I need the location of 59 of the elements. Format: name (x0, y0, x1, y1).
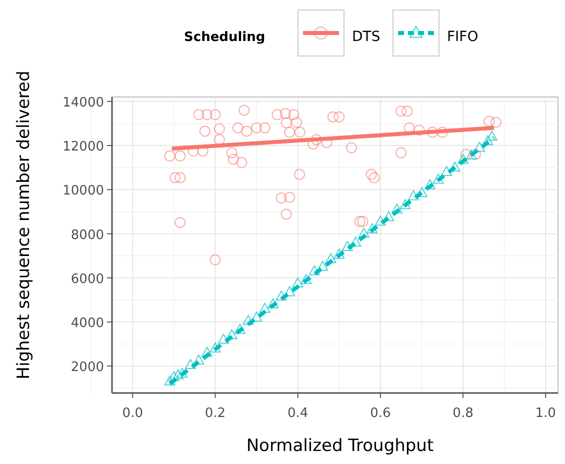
y-tick-label: 2000 (70, 360, 104, 376)
point (218, 334, 229, 344)
point (358, 228, 370, 238)
point (201, 346, 212, 357)
y-tick-label: 6000 (70, 272, 104, 287)
point (251, 312, 262, 322)
y-tick-label: 8000 (70, 228, 104, 243)
x-tick-label: 0.2 (204, 406, 226, 421)
point (268, 298, 279, 308)
point (449, 162, 460, 172)
y-tick-label: 12000 (62, 140, 104, 155)
point (458, 154, 469, 164)
x-tick-label: 0.0 (122, 406, 143, 421)
point (226, 329, 238, 340)
x-tick-label: 0.4 (287, 406, 308, 421)
point (383, 211, 394, 222)
legend-title: Scheduling (184, 30, 266, 45)
point (234, 324, 246, 334)
point (474, 142, 486, 152)
point (466, 149, 477, 160)
point (292, 277, 304, 288)
point (242, 314, 254, 325)
point (325, 253, 336, 264)
point (432, 174, 444, 184)
y-axis-title: Highest sequence number delivered (14, 70, 34, 380)
point (308, 265, 320, 276)
point (184, 358, 196, 369)
point (408, 190, 419, 200)
x-tick-label: 0.8 (452, 406, 474, 421)
y-tick-label: 10000 (62, 184, 104, 199)
point (193, 354, 204, 365)
x-tick-label: 1.0 (535, 406, 556, 421)
point (424, 179, 436, 190)
point (334, 248, 345, 259)
legend-label: DTS (352, 29, 380, 45)
point (259, 302, 270, 313)
point (284, 286, 296, 296)
point (391, 203, 402, 214)
legend-label: FIFO (447, 29, 478, 45)
y-tick-label: 14000 (62, 95, 104, 110)
point (300, 274, 312, 284)
point (342, 240, 353, 251)
x-tick-label: 0.6 (370, 406, 391, 421)
point (276, 290, 287, 301)
point (350, 236, 362, 247)
point (168, 371, 180, 382)
y-tick-label: 4000 (70, 316, 104, 331)
point (176, 368, 188, 378)
point (366, 223, 378, 234)
point (486, 130, 498, 141)
point (400, 199, 411, 210)
point (172, 369, 184, 380)
x-axis-title: Normalized Troughput (246, 436, 434, 456)
point (441, 166, 452, 176)
point (317, 260, 328, 271)
point (482, 135, 494, 146)
point (374, 216, 386, 226)
point (164, 376, 176, 386)
point (210, 342, 221, 352)
